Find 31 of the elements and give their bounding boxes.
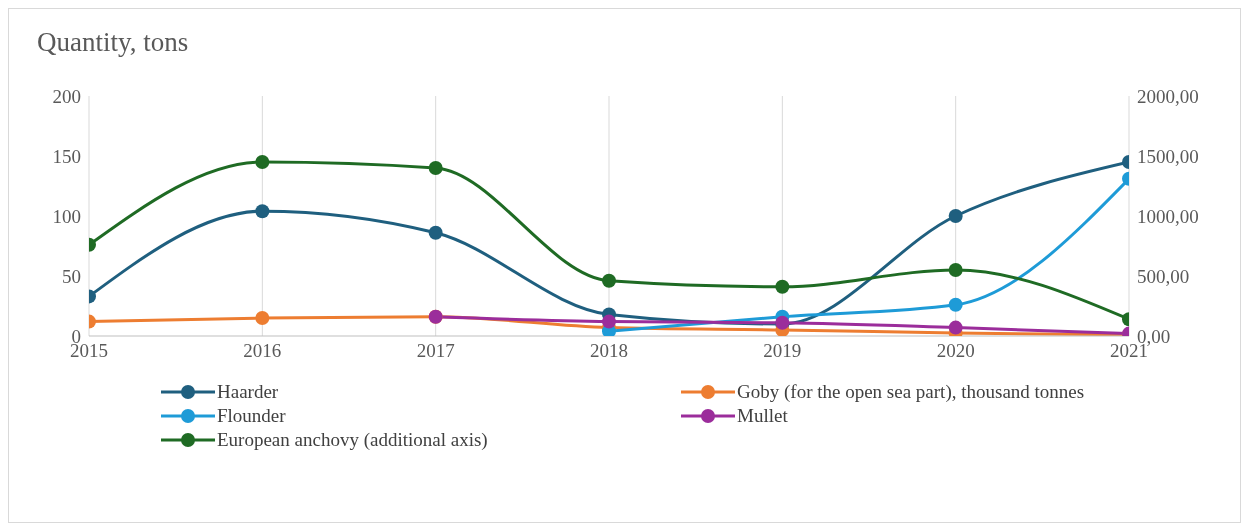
chart-title: Quantity, tons — [37, 27, 189, 58]
x-tick-label: 2018 — [590, 340, 628, 362]
legend-label: Flounder — [217, 405, 286, 427]
y-tick-label: 100 — [52, 205, 81, 227]
x-tick-label: 2019 — [763, 340, 802, 362]
y2-tick-label: 1500,00 — [1137, 145, 1199, 167]
legend-label: Mullet — [737, 405, 788, 427]
x-tick-label: 2020 — [936, 340, 975, 362]
legend-label: Goby (for the open sea part), thousand tonnes — [737, 381, 1085, 403]
point — [602, 273, 616, 288]
legend-label: Haarder — [217, 381, 279, 403]
point — [255, 155, 270, 169]
point — [428, 225, 443, 240]
y2-tick-label: 2000,00 — [1137, 85, 1199, 107]
y2-tick-label: 500,00 — [1137, 265, 1190, 287]
point — [948, 263, 963, 277]
point — [255, 204, 270, 219]
x-tick-label: 2016 — [243, 340, 282, 362]
x-tick-label: 2017 — [416, 340, 455, 362]
point — [775, 279, 790, 294]
y-tick-label: 150 — [52, 145, 81, 167]
point — [255, 311, 270, 325]
y2-tick-label: 1000,00 — [1137, 205, 1199, 227]
point — [602, 314, 616, 329]
point — [428, 161, 443, 175]
point — [948, 209, 963, 223]
point — [948, 320, 963, 335]
y-tick-label: 200 — [52, 85, 81, 107]
y-tick-label: 50 — [62, 265, 81, 287]
legend-label: European anchovy (additional axis) — [217, 429, 488, 451]
point — [948, 297, 963, 312]
